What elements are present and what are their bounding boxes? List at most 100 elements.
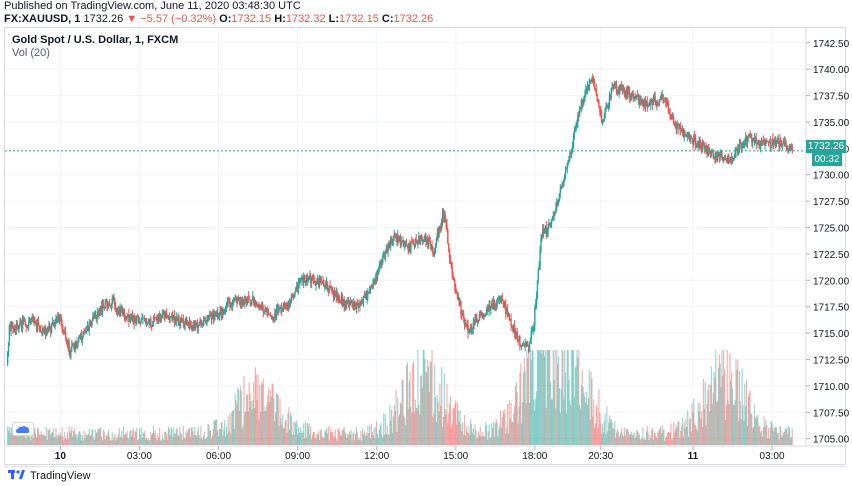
volume-bar bbox=[296, 420, 298, 445]
candle-body bbox=[383, 255, 386, 257]
candle-body bbox=[74, 342, 76, 351]
volume-bar bbox=[579, 405, 581, 445]
candle-body bbox=[549, 223, 551, 225]
volume-bar bbox=[574, 367, 576, 445]
candle-body bbox=[323, 282, 325, 287]
candle-body bbox=[109, 305, 112, 307]
candle-body bbox=[143, 317, 145, 319]
candle-body bbox=[419, 236, 421, 242]
volume-bar bbox=[81, 435, 83, 445]
volume-bar bbox=[638, 434, 640, 445]
volume-bar bbox=[612, 427, 614, 445]
candle-body bbox=[563, 173, 566, 180]
volume-bar bbox=[395, 389, 397, 445]
candle-body bbox=[596, 94, 598, 101]
volume-bar bbox=[237, 387, 239, 445]
candle-body bbox=[737, 149, 740, 155]
volume-bar bbox=[745, 406, 747, 445]
volume-bar bbox=[532, 350, 534, 445]
candle-body bbox=[557, 199, 560, 204]
volume-bar bbox=[462, 422, 464, 445]
volume-bar bbox=[245, 411, 247, 445]
volume-bar bbox=[441, 367, 443, 445]
volume-bar bbox=[348, 431, 351, 445]
candle-body bbox=[598, 101, 600, 108]
volume-bar bbox=[228, 431, 230, 445]
volume-bar bbox=[317, 434, 319, 445]
volume-bar bbox=[188, 429, 190, 445]
volume-bar bbox=[267, 395, 269, 445]
volume-bar bbox=[621, 427, 623, 445]
volume-bar bbox=[411, 412, 413, 445]
candle-body bbox=[582, 101, 584, 106]
candle-body bbox=[163, 312, 165, 317]
volume-bar bbox=[696, 430, 698, 445]
y-tick-label: 1725.00 bbox=[813, 224, 850, 235]
candle-body bbox=[155, 317, 157, 321]
candle-body bbox=[79, 334, 82, 336]
volume-bar bbox=[514, 406, 516, 445]
volume-bar bbox=[478, 434, 481, 445]
volume-bar bbox=[791, 428, 793, 445]
candle-body bbox=[462, 313, 465, 318]
volume-bar bbox=[178, 436, 180, 445]
volume-bar bbox=[125, 433, 127, 445]
volume-bar bbox=[485, 422, 487, 445]
candle-body bbox=[656, 101, 658, 105]
candle-body bbox=[429, 241, 431, 246]
volume-bar bbox=[613, 429, 615, 445]
brand[interactable]: TradingView bbox=[8, 469, 91, 483]
chart-frame[interactable] bbox=[4, 27, 846, 465]
volume-bar bbox=[383, 413, 385, 445]
volume-bar bbox=[602, 432, 604, 445]
candle-body bbox=[32, 318, 34, 322]
candle-body bbox=[262, 310, 265, 313]
volume-bar bbox=[75, 433, 77, 445]
candle-body bbox=[49, 327, 52, 333]
candle-body bbox=[564, 168, 567, 174]
volume-bar bbox=[634, 438, 636, 445]
candle-body bbox=[254, 299, 257, 303]
volume-bar bbox=[234, 393, 236, 445]
volume-bar bbox=[756, 417, 758, 445]
candle-body bbox=[726, 159, 728, 162]
candle-body bbox=[519, 335, 521, 346]
volume-bar bbox=[101, 436, 103, 445]
volume-bar bbox=[339, 431, 341, 445]
volume-bar bbox=[526, 350, 528, 445]
volume-bar bbox=[572, 350, 575, 445]
candle-body bbox=[9, 325, 11, 331]
volume-bar bbox=[712, 392, 714, 445]
volume-bar bbox=[196, 431, 199, 445]
volume-bar bbox=[404, 417, 406, 445]
candle-body bbox=[658, 99, 661, 104]
volume-bar bbox=[431, 350, 433, 445]
volume-bar bbox=[188, 428, 191, 445]
volume-bar bbox=[93, 437, 95, 445]
candle-body bbox=[92, 316, 94, 321]
y-tick-label: 1705.00 bbox=[813, 435, 850, 446]
volume-bar bbox=[238, 390, 240, 445]
volume-bar bbox=[360, 431, 362, 445]
volume-bar bbox=[752, 426, 755, 445]
volume-bar bbox=[759, 425, 761, 445]
volume-bar bbox=[285, 419, 287, 445]
volume-bar bbox=[120, 435, 122, 445]
volume-bar bbox=[69, 433, 71, 445]
volume-bar bbox=[210, 439, 213, 445]
volume-bar bbox=[589, 419, 591, 445]
candle-body bbox=[116, 308, 119, 312]
symbol-label: FX:XAUUSD, 1 bbox=[4, 13, 81, 25]
cloud-icon[interactable] bbox=[12, 422, 34, 436]
candle-body bbox=[751, 137, 753, 143]
volume-bar bbox=[623, 427, 626, 445]
volume-bar bbox=[626, 428, 628, 445]
candle-body bbox=[577, 115, 579, 123]
volume-legend: Vol (20) bbox=[12, 47, 50, 59]
candle-body bbox=[780, 139, 782, 146]
candle-body bbox=[643, 101, 645, 106]
volume-bar bbox=[400, 403, 402, 445]
volume-bar bbox=[718, 354, 720, 445]
candle-body bbox=[80, 334, 83, 341]
